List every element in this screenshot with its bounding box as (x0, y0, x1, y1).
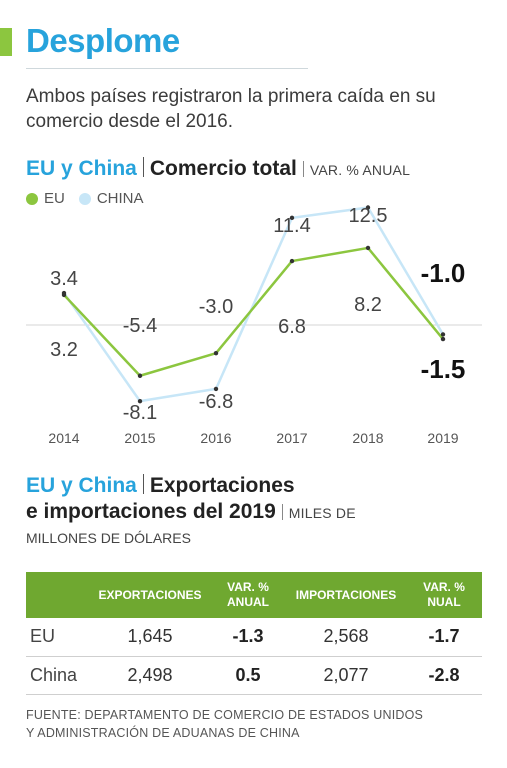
data-label-china: -8.1 (123, 402, 157, 424)
data-point-china (61, 290, 67, 296)
trade-table: EXPORTACIONES VAR. % ANUAL IMPORTACIONES… (26, 572, 482, 695)
table-heading-title: Exportaciones (149, 474, 295, 497)
row-exports: 1,645 (90, 618, 210, 657)
table-heading: EU y China Exportaciones e importaciones … (26, 474, 356, 546)
table-heading-unit: MILES DE (288, 505, 356, 521)
series-line-eu (63, 246, 444, 378)
row-var-exports: 0.5 (210, 656, 286, 695)
heading-separator (142, 157, 144, 177)
legend-label-china: CHINA (96, 190, 144, 207)
data-label-china: 12.5 (349, 205, 388, 227)
header-empty (26, 572, 90, 618)
source-line-2: Y ADMINISTRACIÓN DE ADUANAS DE CHINA (26, 726, 300, 740)
heading-separator (302, 161, 304, 177)
data-label-eu: -3.0 (199, 296, 233, 318)
data-point-eu (440, 336, 446, 342)
title-divider (26, 68, 308, 69)
data-label-eu: -1.5 (421, 354, 466, 384)
x-tick-label: 2016 (200, 430, 231, 446)
data-point-eu (213, 351, 219, 356)
source-note: FUENTE: DEPARTAMENTO DE COMERCIO DE ESTA… (26, 706, 423, 742)
heading-separator (142, 474, 144, 494)
data-point-china (137, 398, 143, 404)
x-tick-label: 2017 (276, 430, 307, 446)
header-imports: IMPORTACIONES (295, 587, 397, 602)
chart-heading-countries: EU y China (26, 157, 137, 180)
data-label-china: -6.8 (199, 391, 233, 413)
data-point-eu (289, 258, 295, 264)
data-point-china (289, 215, 295, 221)
legend-item-china: CHINA (78, 190, 144, 207)
table-header-row: EXPORTACIONES VAR. % ANUAL IMPORTACIONES… (26, 572, 482, 618)
data-label-eu: 3.2 (50, 339, 78, 361)
table-heading-countries: EU y China (26, 474, 137, 497)
data-label-china: 11.4 (273, 215, 310, 237)
chart-heading: EU y China Comercio total VAR. % ANUAL (26, 157, 410, 181)
source-line-1: FUENTE: DEPARTAMENTO DE COMERCIO DE ESTA… (26, 708, 424, 722)
row-imports: 2,568 (286, 618, 406, 657)
x-tick-label: 2018 (352, 430, 383, 446)
row-country: EU (26, 618, 90, 657)
header-var-imports: VAR. % NUAL (423, 580, 465, 609)
row-country: China (26, 656, 90, 695)
row-imports: 2,077 (286, 656, 406, 695)
legend-dot-china (78, 192, 91, 205)
line-chart: 3.2 -5.4 -3.0 6.8 8.2 -1.5 3.4 -8.1 -6.8 11.4 12.5… (26, 205, 482, 446)
subtitle: Ambos países registraron la primera caíd… (26, 86, 436, 132)
table-heading-unit-2: MILLONES DE DÓLARES (26, 530, 191, 546)
chart-heading-unit: VAR. % ANUAL (309, 162, 411, 178)
legend-label-eu: EU (44, 190, 65, 207)
data-point-eu (365, 245, 371, 251)
data-point-china (213, 386, 219, 392)
legend-dot-eu (26, 192, 38, 205)
data-point-china (365, 205, 371, 210)
data-label-eu: 6.8 (278, 316, 306, 338)
row-exports: 2,498 (90, 656, 210, 695)
data-label-eu: -5.4 (123, 315, 157, 337)
header-exports: EXPORTACIONES (98, 587, 202, 602)
table-heading-title-2: e importaciones del 2019 (26, 500, 276, 523)
row-var-imports: -2.8 (406, 656, 482, 695)
data-label-china: 3.4 (50, 268, 78, 290)
data-label-china: -1.0 (421, 258, 466, 288)
chart-heading-title: Comercio total (149, 157, 297, 180)
data-label-eu: 8.2 (354, 294, 382, 316)
row-var-imports: -1.7 (406, 618, 482, 657)
legend-item-eu: EU (26, 190, 65, 207)
data-point-eu (137, 373, 143, 378)
table-row: EU 1,645 -1.3 2,568 -1.7 (26, 618, 482, 657)
x-tick-label: 2019 (427, 430, 458, 446)
table-row: China 2,498 0.5 2,077 -2.8 (26, 656, 482, 695)
accent-bar (0, 28, 12, 56)
heading-separator (281, 504, 283, 520)
header-var-exports: VAR. % ANUAL (227, 580, 269, 609)
x-tick-label: 2015 (124, 430, 155, 446)
series-line-china (62, 206, 445, 403)
chart-legend: EU CHINA (26, 190, 158, 207)
row-var-exports: -1.3 (210, 618, 286, 657)
data-point-china (440, 332, 446, 337)
x-tick-label: 2014 (48, 430, 79, 446)
page-title: Desplome (26, 22, 180, 59)
